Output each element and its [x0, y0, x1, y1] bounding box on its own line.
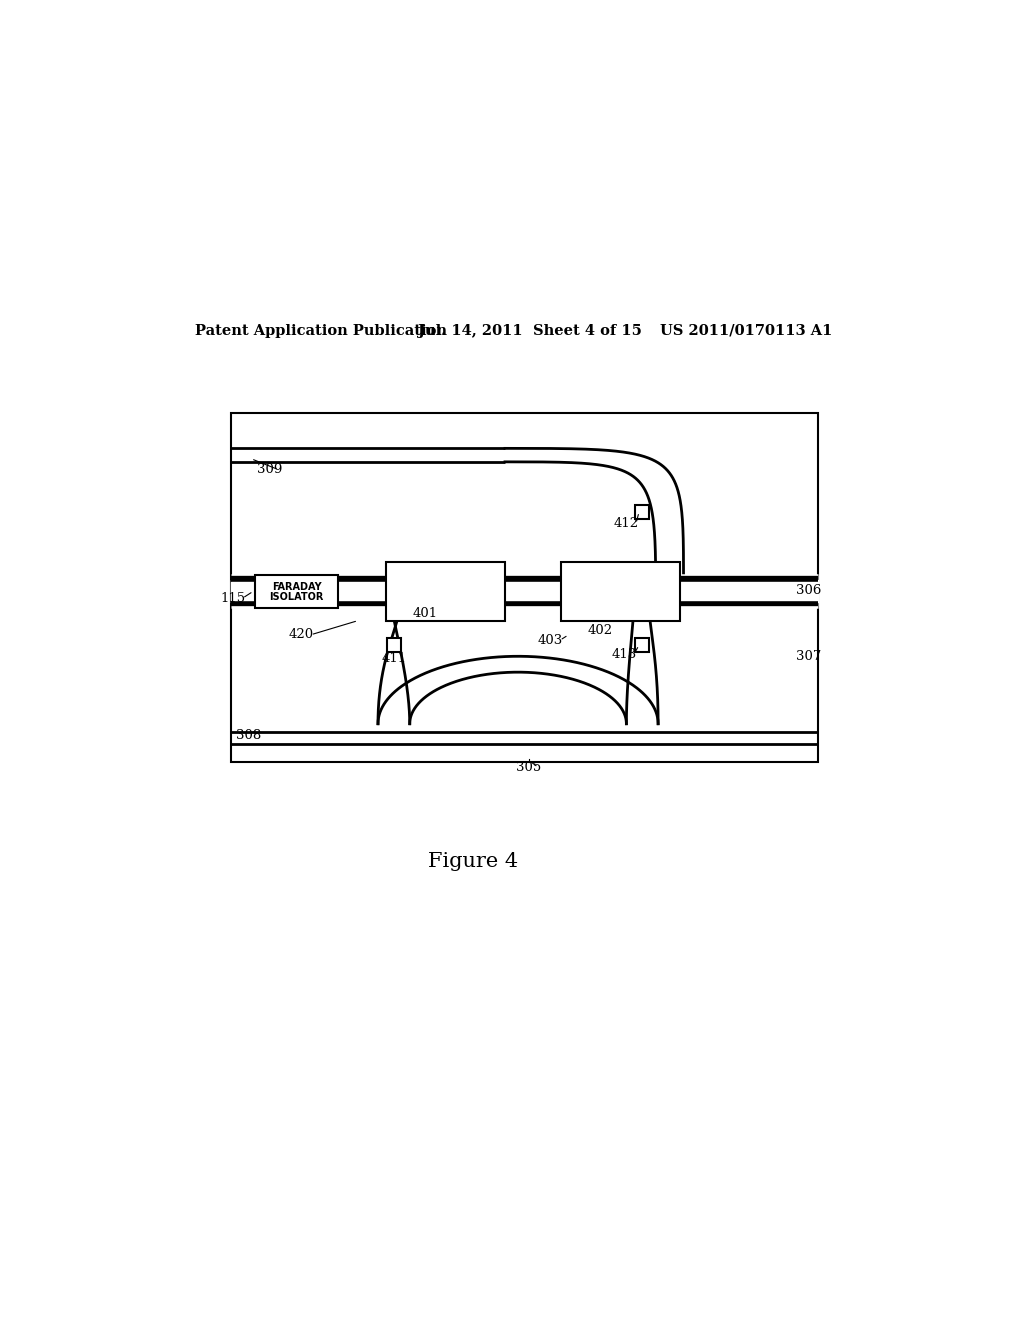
- Text: 403: 403: [538, 634, 563, 647]
- Text: 402: 402: [588, 624, 612, 638]
- Text: Figure 4: Figure 4: [428, 851, 518, 870]
- Text: US 2011/0170113 A1: US 2011/0170113 A1: [659, 323, 833, 338]
- Text: 412: 412: [613, 517, 639, 531]
- Text: Jul. 14, 2011: Jul. 14, 2011: [418, 323, 522, 338]
- Bar: [387, 638, 401, 652]
- Text: 411: 411: [381, 652, 407, 665]
- Bar: [386, 562, 505, 620]
- Text: 115: 115: [220, 591, 246, 605]
- Text: 401: 401: [413, 607, 438, 620]
- Text: 306: 306: [797, 583, 821, 597]
- Text: FARADAY: FARADAY: [271, 582, 322, 593]
- Bar: [231, 413, 818, 762]
- Bar: [635, 504, 649, 519]
- Text: Sheet 4 of 15: Sheet 4 of 15: [532, 323, 642, 338]
- Text: 305: 305: [516, 760, 542, 774]
- Text: ISOLATOR: ISOLATOR: [269, 591, 324, 602]
- Text: 307: 307: [797, 649, 821, 663]
- Text: 309: 309: [257, 463, 282, 477]
- Text: 413: 413: [611, 648, 637, 661]
- Text: 420: 420: [289, 628, 313, 642]
- Bar: [560, 562, 680, 620]
- Bar: [255, 574, 338, 609]
- Text: Patent Application Publication: Patent Application Publication: [196, 323, 447, 338]
- Text: 308: 308: [236, 729, 261, 742]
- Bar: [635, 638, 649, 652]
